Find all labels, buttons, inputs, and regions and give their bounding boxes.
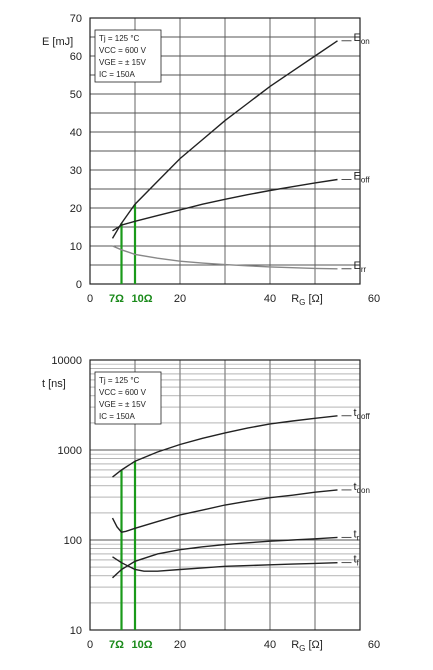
marker-label: 10Ω (131, 293, 152, 305)
y-tick-label: 50 (70, 89, 82, 101)
series-label-err: Err (354, 260, 367, 274)
series-label-tdon: tdon (354, 481, 370, 495)
conditions-box: Tj = 125 °C VCC = 600 V VGE = ± 15V IC = 15… (94, 371, 162, 425)
y-tick-label: 0 (76, 279, 82, 291)
x-tick-label: 20 (174, 639, 186, 651)
y-tick-label: 70 (70, 13, 82, 25)
chart-2: 0 20 40 60 10 100 1000 10000 t [ns] RG [Ω] Tj = 12… (42, 355, 380, 653)
condition-text: VCC = 600 V (99, 46, 147, 55)
y-tick-label: 10 (70, 241, 82, 253)
series-label-tr: tr (354, 528, 360, 542)
series-label-tf: tf (354, 554, 360, 568)
x-tick-label: 40 (264, 293, 276, 305)
series-line-eoff (112, 178, 338, 232)
y-tick-label: 20 (70, 203, 82, 215)
y-tick-label: 40 (70, 127, 82, 139)
chart-1: 0 20 40 60 0 10 20 30 40 50 60 70 E [mJ] RG [Ω] Tj = 1… (42, 13, 380, 307)
x-tick-label: 0 (87, 293, 93, 305)
plot-frame (89, 359, 361, 631)
y-tick-label: 10 (70, 625, 82, 637)
x-tick-label: 60 (368, 293, 380, 305)
marker-label: 7Ω (109, 639, 124, 651)
conditions-frame (94, 371, 162, 425)
series-line-eon (111, 40, 338, 239)
series-line-tdon (111, 489, 338, 533)
series-line-err (112, 245, 338, 270)
y-tick-label: 100 (64, 535, 82, 547)
x-tick-label: 0 (87, 639, 93, 651)
x-axis-label: RG [Ω] (291, 293, 323, 307)
conditions-box: Tj = 125 °C VCC = 600 V VGE = ± 15V IC = 15… (94, 29, 162, 83)
series-label-eon: Eon (354, 32, 370, 46)
condition-text: Tj = 125 °C (99, 376, 140, 385)
y-tick-label: 60 (70, 51, 82, 63)
y-tick-label: 1000 (58, 445, 82, 457)
plot-frame (89, 17, 361, 285)
x-tick-label: 60 (368, 639, 380, 651)
marker-label: 7Ω (109, 293, 124, 305)
condition-text: IC = 150A (99, 412, 135, 421)
condition-text: Tj = 125 °C (99, 34, 140, 43)
y-tick-label: 10000 (51, 355, 82, 367)
series-line-tr (112, 536, 338, 579)
series-label-tdoff: tdoff (354, 407, 371, 421)
y-axis-label: E [mJ] (42, 36, 73, 48)
y-tick-label: 30 (70, 165, 82, 177)
conditions-frame (94, 29, 162, 83)
y-axis-label: t [ns] (42, 378, 66, 390)
condition-text: VGE = ± 15V (99, 58, 147, 67)
x-tick-label: 40 (264, 639, 276, 651)
x-tick-label: 20 (174, 293, 186, 305)
x-axis-label: RG [Ω] (291, 639, 323, 653)
condition-text: VCC = 600 V (99, 388, 147, 397)
series-label-eoff: Eoff (354, 171, 371, 185)
condition-text: IC = 150A (99, 70, 135, 79)
series-line-tf (112, 556, 338, 572)
condition-text: VGE = ± 15V (99, 400, 147, 409)
series-line-tdoff (112, 415, 338, 478)
marker-label: 10Ω (131, 639, 152, 651)
